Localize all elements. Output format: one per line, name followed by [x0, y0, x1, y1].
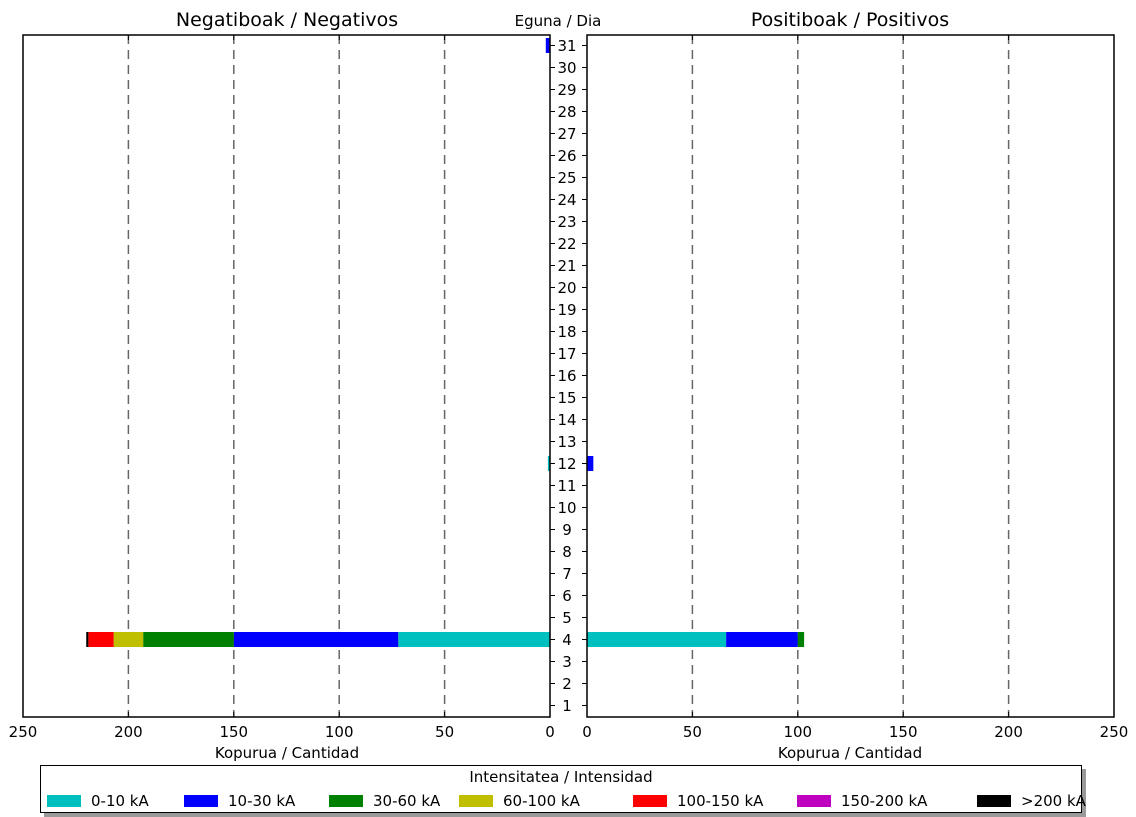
left-title: Negatiboak / Negativos: [176, 9, 398, 31]
day-label: 18: [557, 323, 576, 341]
x-tick-label: 100: [325, 723, 354, 741]
left-grid: [127, 35, 446, 717]
x-tick-label: 100: [783, 723, 812, 741]
left-plot-frame: [22, 34, 551, 718]
day-label: 20: [557, 279, 576, 297]
x-tick-label: 200: [994, 723, 1023, 741]
legend-swatch: [329, 795, 363, 807]
bar-negative: [398, 632, 550, 647]
legend-label: 150-200 kA: [841, 792, 928, 810]
day-label: 19: [557, 301, 576, 319]
bar-negative: [113, 632, 144, 647]
day-axis: 1234567891011121314151617181920212223242…: [550, 37, 587, 715]
x-axis-ticks: 0 0 50 50 100 100 150 150 200 200 250 250: [9, 35, 1129, 741]
day-label: 13: [557, 433, 576, 451]
day-label: 8: [562, 543, 572, 561]
legend-swatch: [797, 795, 831, 807]
day-label: 7: [562, 565, 572, 583]
legend-label: 60-100 kA: [503, 792, 580, 810]
legend-swatch: [184, 795, 218, 807]
day-label: 16: [557, 367, 576, 385]
day-label: 5: [562, 609, 572, 627]
x-tick-label: 250: [9, 723, 38, 741]
x-tick-label: 0: [545, 723, 555, 741]
day-label: 22: [557, 235, 576, 253]
day-label: 15: [557, 389, 576, 407]
day-label: 29: [557, 81, 576, 99]
day-label: 28: [557, 103, 576, 121]
day-label: 21: [557, 257, 576, 275]
legend-items: 0-10 kA 10-30 kA 30-60 kA 60-100 kA 100-150 …: [41, 792, 1086, 812]
bar-negative: [86, 632, 89, 647]
x-tick-label: 150: [889, 723, 918, 741]
right-plot-frame: [586, 34, 1115, 718]
day-label: 10: [557, 499, 576, 517]
bars-group: [86, 38, 805, 647]
legend-item: >200 kA: [977, 792, 1086, 810]
right-title: Positiboak / Positivos: [751, 9, 949, 31]
day-label: 14: [557, 411, 576, 429]
bar-positive: [726, 632, 798, 647]
day-label: 4: [562, 631, 572, 649]
legend-title: Intensitatea / Intensidad: [469, 768, 653, 786]
day-label: 3: [562, 653, 572, 671]
legend-item: 150-200 kA: [797, 792, 927, 810]
day-label: 27: [557, 125, 576, 143]
bar-positive: [587, 632, 727, 647]
day-label: 23: [557, 213, 576, 231]
legend-item: 100-150 kA: [633, 792, 763, 810]
bar-negative: [143, 632, 234, 647]
bar-positive: [587, 456, 594, 471]
legend-label: >200 kA: [1021, 792, 1086, 810]
day-label: 30: [557, 59, 576, 77]
bar-negative: [88, 632, 114, 647]
bar-positive: [797, 632, 805, 647]
day-label: 31: [557, 37, 576, 55]
x-tick-label: 50: [683, 723, 702, 741]
bar-negative: [545, 38, 550, 53]
legend-label: 30-60 kA: [373, 792, 441, 810]
day-label: 12: [557, 455, 576, 473]
day-label: 25: [557, 169, 576, 187]
legend-item: 0-10 kA: [47, 792, 149, 810]
legend: Intensitatea / Intensidad 0-10 kA 10-30 k…: [40, 765, 1086, 813]
legend-swatch: [459, 795, 493, 807]
right-grid: [691, 35, 1010, 717]
day-label: 17: [557, 345, 576, 363]
legend-label: 10-30 kA: [228, 792, 296, 810]
x-tick-label: 0: [582, 723, 592, 741]
x-tick-label: 250: [1100, 723, 1129, 741]
x-tick-label: 200: [114, 723, 143, 741]
legend-item: 10-30 kA: [184, 792, 295, 810]
bar-negative: [233, 632, 399, 647]
day-label: 1: [562, 697, 572, 715]
left-x-label: Kopurua / Cantidad: [215, 744, 359, 762]
right-x-label: Kopurua / Cantidad: [778, 744, 922, 762]
legend-swatch: [47, 795, 81, 807]
day-axis-title: Eguna / Dia: [515, 12, 602, 30]
bar-negative: [547, 456, 550, 471]
day-label: 6: [562, 587, 572, 605]
legend-swatch: [633, 795, 667, 807]
day-label: 26: [557, 147, 576, 165]
x-tick-label: 50: [435, 723, 454, 741]
legend-swatch: [977, 795, 1011, 807]
day-label: 24: [557, 191, 576, 209]
day-label: 2: [562, 675, 572, 693]
legend-item: 30-60 kA: [329, 792, 440, 810]
legend-label: 100-150 kA: [677, 792, 764, 810]
legend-item: 60-100 kA: [459, 792, 580, 810]
legend-label: 0-10 kA: [91, 792, 149, 810]
day-label: 9: [562, 521, 572, 539]
day-label: 11: [557, 477, 576, 495]
x-tick-label: 150: [219, 723, 248, 741]
